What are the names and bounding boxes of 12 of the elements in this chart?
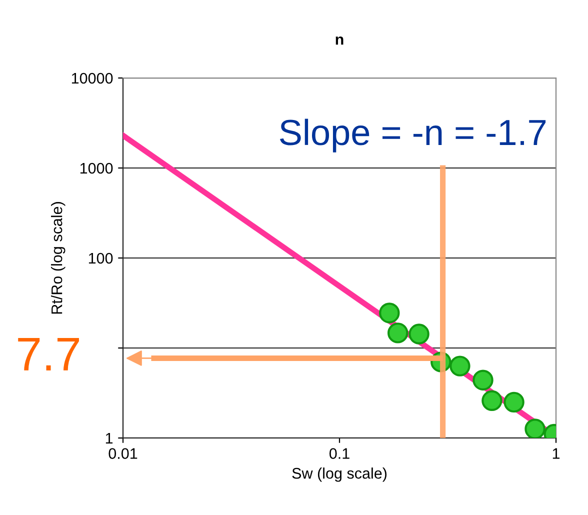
chart-title: n xyxy=(336,36,344,45)
ref-line-label: 7.7 xyxy=(18,338,79,370)
x-axis-title: Sw (log scale) xyxy=(292,468,387,482)
y-tick-label: 10000 xyxy=(72,72,113,84)
x-tick-label: 0.1 xyxy=(329,448,350,459)
y-axis-title: Rt/Ro (log scale) xyxy=(51,202,66,314)
y-tick-label: 1000 xyxy=(80,162,113,174)
y-tick-label: 1 xyxy=(106,433,113,444)
annotation: Slope = -n = -1.7 xyxy=(280,118,546,152)
x-tick-label: 0.01 xyxy=(108,448,138,459)
x-tick-label: 1 xyxy=(552,448,560,459)
y-tick-label: 100 xyxy=(88,252,113,264)
